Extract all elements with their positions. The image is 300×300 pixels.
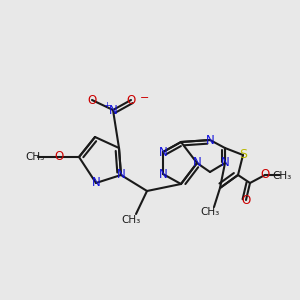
Text: N: N (220, 157, 230, 169)
Text: N: N (92, 176, 100, 190)
Text: O: O (242, 194, 250, 206)
Text: O: O (87, 94, 97, 106)
Text: N: N (193, 157, 201, 169)
Text: N: N (109, 103, 117, 116)
Text: −: − (140, 93, 150, 103)
Text: O: O (54, 151, 64, 164)
Text: O: O (126, 94, 136, 106)
Text: N: N (159, 167, 167, 181)
Text: N: N (117, 169, 125, 182)
Text: CH₃: CH₃ (272, 171, 292, 181)
Text: +: + (103, 100, 110, 109)
Text: N: N (206, 134, 214, 146)
Text: S: S (239, 148, 247, 161)
Text: O: O (260, 169, 270, 182)
Text: N: N (159, 146, 167, 158)
Text: CH₃: CH₃ (200, 207, 220, 217)
Text: CH₃: CH₃ (122, 215, 141, 225)
Text: CH₃: CH₃ (26, 152, 45, 162)
